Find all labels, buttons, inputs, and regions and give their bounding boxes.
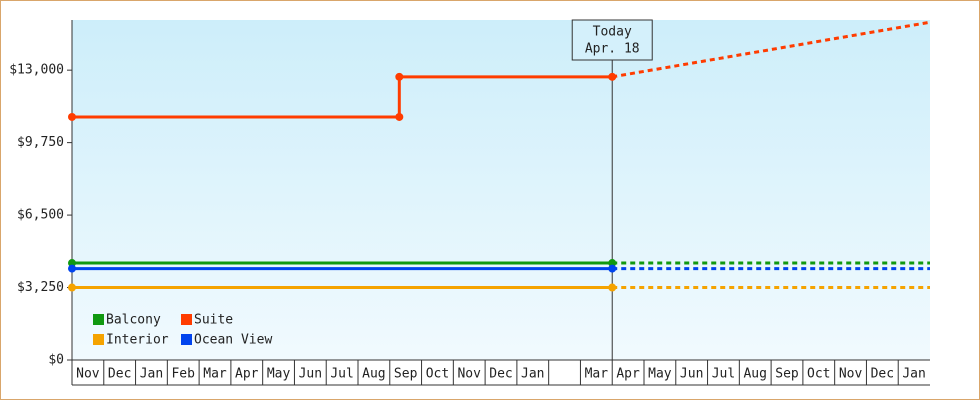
x-tick-label: Jan: [902, 367, 925, 382]
x-tick-label: Aug: [362, 367, 385, 382]
x-tick-label: Jul: [330, 367, 353, 382]
x-tick-label: Mar: [585, 367, 609, 382]
point: [608, 283, 617, 292]
point: [395, 72, 404, 81]
y-tick-label: $6,500: [17, 208, 64, 223]
x-tick-label: Nov: [839, 367, 863, 382]
plot-area: [72, 20, 930, 360]
point: [608, 264, 617, 273]
legend-label: Balcony: [106, 313, 161, 328]
point: [68, 112, 76, 121]
x-tick-label: Mar: [203, 367, 227, 382]
x-tick-label: Jan: [140, 367, 163, 382]
legend-swatch: [181, 314, 192, 325]
x-tick-label: Nov: [457, 367, 481, 382]
point: [68, 259, 76, 268]
x-tick-label: Jan: [521, 367, 544, 382]
today-box: [571, 19, 653, 61]
x-tick-label: Dec: [108, 367, 131, 382]
today-date: Apr. 18: [585, 42, 640, 57]
y-tick-label: $3,250: [17, 280, 64, 295]
point: [608, 259, 617, 268]
legend-swatch: [93, 314, 104, 325]
legend-label: Suite: [194, 313, 233, 328]
legend-label: Interior: [106, 333, 169, 348]
x-tick-label: Oct: [426, 367, 449, 382]
x-tick-label: Dec: [489, 367, 512, 382]
point: [395, 112, 404, 121]
x-tick-label: Sep: [394, 367, 418, 382]
y-tick-label: $0: [48, 353, 64, 368]
x-tick-label: Apr: [235, 367, 259, 382]
x-tick-label: Dec: [871, 367, 894, 382]
x-tick-label: May: [267, 367, 291, 382]
legend-swatch: [181, 334, 192, 345]
series-line: [72, 75, 613, 119]
x-tick-label: Jun: [299, 367, 322, 382]
x-tick-label: May: [648, 367, 672, 382]
y-tick-label: $9,750: [17, 135, 64, 150]
x-tick-label: Apr: [616, 367, 640, 382]
x-tick-label: Sep: [775, 367, 799, 382]
legend-label: Ocean View: [194, 333, 272, 348]
y-tick-label: $13,000: [9, 63, 64, 78]
point: [68, 264, 76, 273]
x-tick-label: Feb: [171, 367, 195, 382]
x-tick-label: Nov: [76, 367, 100, 382]
today-label: Today: [593, 25, 632, 40]
legend-swatch: [93, 334, 104, 345]
point: [608, 72, 617, 81]
x-tick-label: Oct: [807, 367, 830, 382]
point: [68, 283, 76, 292]
x-tick-label: Jul: [712, 367, 735, 382]
x-tick-label: Jun: [680, 367, 703, 382]
x-tick-label: Aug: [743, 367, 766, 382]
